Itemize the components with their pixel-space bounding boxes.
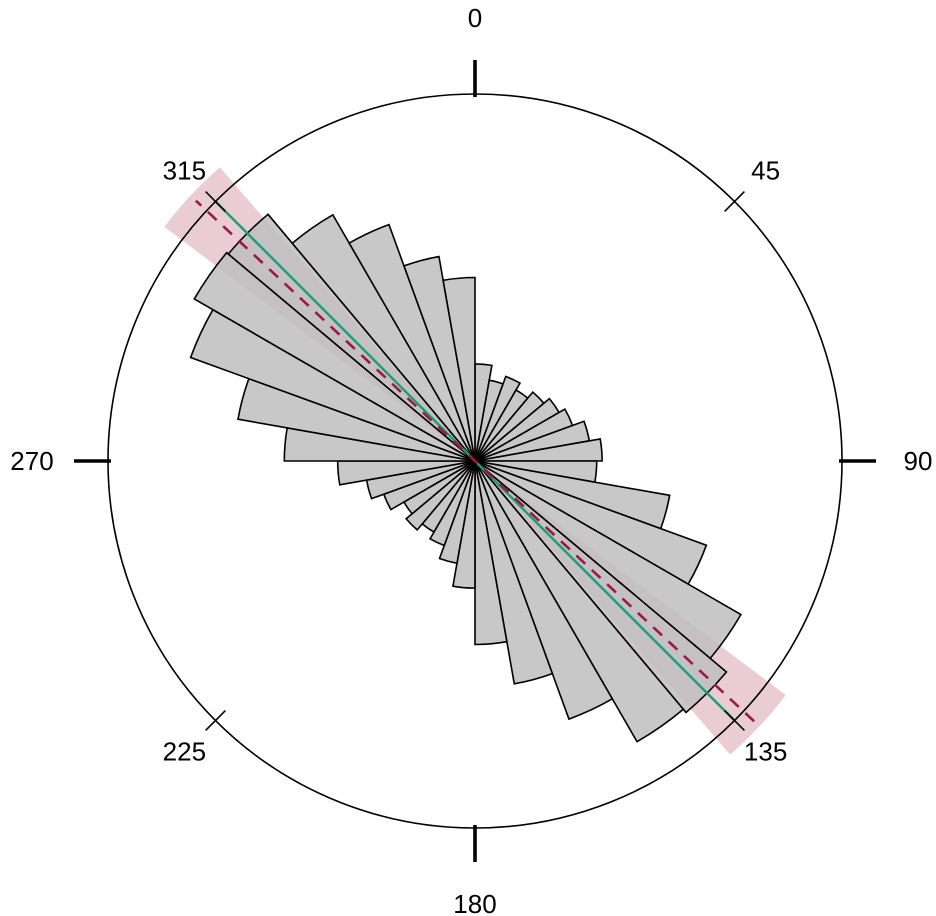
petal-145 bbox=[474, 460, 685, 743]
petal-345 bbox=[402, 255, 476, 462]
petal-205 bbox=[428, 460, 476, 547]
tick-45 bbox=[724, 191, 745, 212]
petal-225 bbox=[405, 460, 476, 531]
tick-label-45: 45 bbox=[751, 155, 780, 185]
tick-label-180: 180 bbox=[453, 889, 496, 916]
petal-355 bbox=[442, 276, 476, 462]
tick-225 bbox=[205, 710, 226, 731]
tick-135 bbox=[724, 710, 745, 731]
tick-label-layer: 0 45 90 135 180 225 270 315 bbox=[10, 3, 932, 916]
petal-175 bbox=[474, 460, 508, 646]
petal-25 bbox=[474, 375, 522, 462]
tick-layer bbox=[74, 60, 876, 862]
tick-label-225: 225 bbox=[163, 737, 206, 767]
petal-85 bbox=[474, 437, 603, 462]
tick-label-90: 90 bbox=[904, 446, 933, 476]
mean-direction-line bbox=[194, 199, 756, 723]
petal-305 bbox=[193, 251, 476, 462]
tick-label-270: 270 bbox=[10, 446, 53, 476]
tick-label-315: 315 bbox=[163, 155, 206, 185]
petal-165 bbox=[474, 460, 554, 685]
petal-155 bbox=[474, 460, 614, 721]
petal-layer bbox=[189, 213, 743, 743]
tick-label-135: 135 bbox=[744, 737, 787, 767]
direction-line-layer bbox=[194, 199, 756, 723]
tick-315 bbox=[205, 191, 226, 212]
petal-335 bbox=[348, 223, 476, 462]
tick-label-0: 0 bbox=[468, 3, 482, 33]
petal-325 bbox=[291, 213, 476, 462]
